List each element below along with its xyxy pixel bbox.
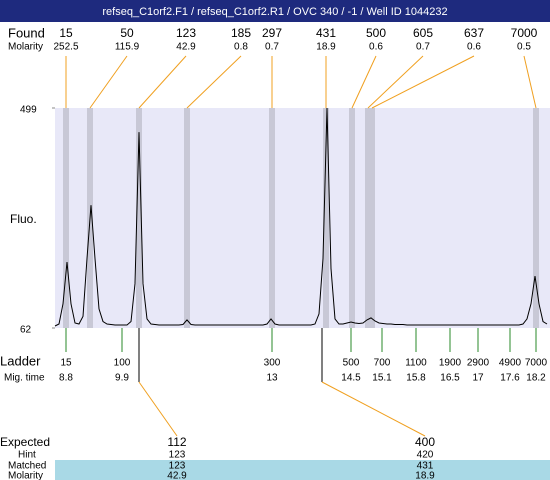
matched-molarity: 42.9 [167, 471, 187, 480]
found-molarity: 0.7 [265, 42, 279, 53]
found-label: Found [8, 25, 45, 40]
ladder-mig-time: 15.1 [372, 373, 392, 384]
ladder-mig-time: 18.2 [526, 373, 546, 384]
found-molarity: 0.8 [234, 42, 248, 53]
peak-band [63, 108, 69, 328]
ladder-size: 1900 [439, 358, 462, 369]
found-size: 50 [120, 26, 134, 40]
ladder-size: 1100 [405, 358, 427, 369]
found-connector [186, 55, 242, 109]
hint-label: Hint [18, 450, 36, 461]
ladder-size: 4900 [499, 358, 522, 369]
ladder-mig-time: 16.5 [440, 373, 460, 384]
expected-size: 400 [415, 435, 435, 449]
found-connector [371, 55, 475, 109]
peak-band [269, 108, 275, 328]
ladder-size: 15 [60, 358, 72, 369]
molarity-label: Molarity [8, 42, 43, 53]
peak-band [369, 108, 375, 328]
expected-connector [138, 381, 178, 437]
ladder-label: Ladder [0, 353, 41, 368]
found-connector [367, 55, 424, 109]
title: refseq_C1orf2.F1 / refseq_C1orf2.R1 / OV… [102, 6, 447, 18]
found-molarity: 115.9 [115, 42, 140, 53]
found-molarity: 252.5 [53, 42, 78, 53]
y-tick-label: 499 [20, 105, 37, 116]
found-connector [351, 55, 377, 109]
y-tick-label: 62 [20, 325, 32, 336]
found-size: 637 [464, 26, 484, 40]
found-size: 605 [413, 26, 433, 40]
ladder-size: 7000 [525, 358, 548, 369]
peak-band [184, 108, 190, 328]
peak-band [136, 108, 142, 328]
found-size: 500 [366, 26, 386, 40]
found-molarity: 0.7 [416, 42, 430, 53]
found-connector [89, 55, 128, 109]
ladder-size: 2900 [467, 358, 490, 369]
hint-size: 420 [417, 450, 434, 461]
found-molarity: 0.6 [467, 42, 481, 53]
trace [54, 107, 548, 327]
found-molarity: 18.9 [316, 42, 336, 53]
found-size: 431 [316, 26, 336, 40]
expected-connector [321, 381, 426, 437]
found-molarity: 0.5 [517, 42, 531, 53]
found-connector [523, 55, 537, 109]
found-size: 7000 [511, 26, 538, 40]
peak-band [533, 108, 539, 328]
ladder-size: 100 [114, 358, 131, 369]
mig-time-label: Mig. time [4, 373, 45, 384]
expected-size: 112 [167, 435, 186, 449]
ladder-mig-time: 17.6 [500, 373, 520, 384]
ladder-size: 700 [374, 358, 391, 369]
peak-band [323, 108, 329, 328]
ladder-mig-time: 9.9 [115, 373, 129, 384]
molarity-label: Molarity [8, 471, 43, 480]
y-axis-label: Fluo. [10, 212, 37, 226]
ladder-size: 300 [264, 358, 281, 369]
matched-molarity: 18.9 [415, 471, 435, 480]
hint-size: 123 [169, 450, 186, 461]
expected-label: Expected [0, 435, 50, 449]
matched-band [55, 460, 550, 480]
ladder-size: 500 [343, 358, 360, 369]
ladder-mig-time: 14.5 [341, 373, 361, 384]
matched-size: 123 [169, 461, 186, 472]
plot-area [55, 108, 550, 328]
found-size: 297 [262, 26, 282, 40]
found-molarity: 42.9 [176, 42, 196, 53]
matched-label: Matched [8, 461, 46, 472]
title-bar [0, 0, 550, 22]
ladder-mig-time: 13 [266, 373, 278, 384]
peak-band [349, 108, 355, 328]
found-size: 185 [231, 26, 251, 40]
found-size: 123 [176, 26, 196, 40]
found-connector [138, 55, 187, 109]
ladder-mig-time: 15.8 [406, 373, 426, 384]
found-molarity: 0.6 [369, 42, 383, 53]
ladder-mig-time: 17 [472, 373, 484, 384]
found-size: 15 [59, 26, 73, 40]
matched-size: 431 [417, 461, 434, 472]
ladder-mig-time: 8.8 [59, 373, 73, 384]
peak-band [365, 108, 371, 328]
